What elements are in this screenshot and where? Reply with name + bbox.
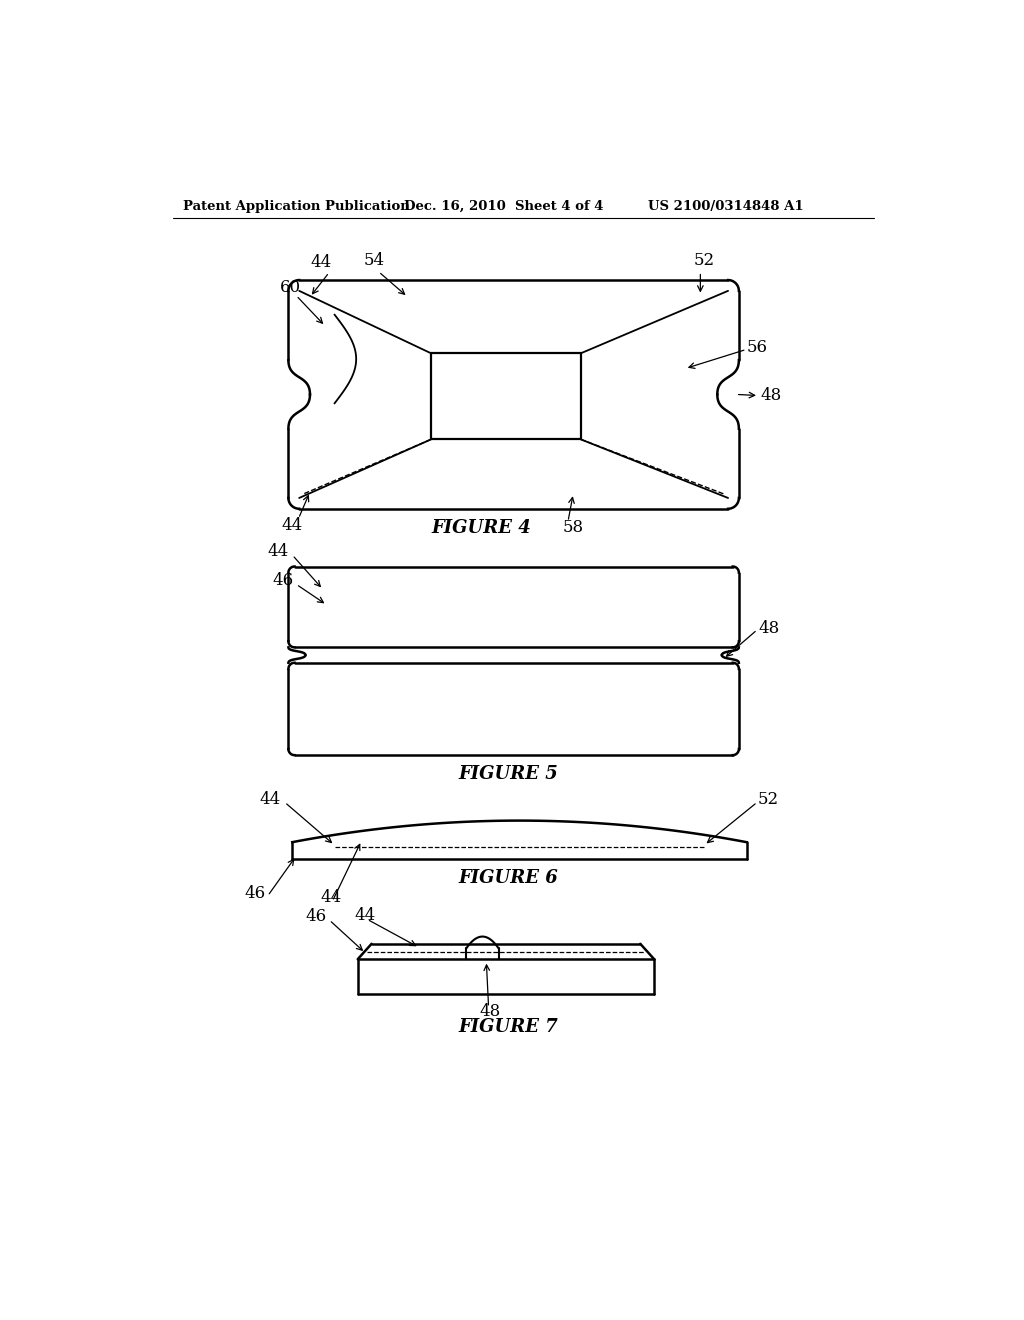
Text: 46: 46	[306, 908, 327, 925]
Bar	[431, 354, 581, 440]
Text: FIGURE 4: FIGURE 4	[431, 519, 530, 537]
Text: 58: 58	[563, 520, 584, 536]
Text: 56: 56	[746, 338, 768, 355]
Text: 44: 44	[321, 890, 341, 906]
Text: 44: 44	[282, 517, 303, 535]
Text: 46: 46	[244, 886, 265, 903]
Text: FIGURE 6: FIGURE 6	[458, 870, 558, 887]
Text: US 2100/0314848 A1: US 2100/0314848 A1	[648, 199, 804, 213]
Text: 48: 48	[479, 1003, 501, 1020]
Text: 52: 52	[758, 791, 779, 808]
Text: FIGURE 7: FIGURE 7	[458, 1018, 558, 1036]
Text: FIGURE 5: FIGURE 5	[458, 766, 558, 783]
Text: 44: 44	[267, 543, 289, 560]
Text: 60: 60	[281, 280, 301, 296]
Text: Dec. 16, 2010  Sheet 4 of 4: Dec. 16, 2010 Sheet 4 of 4	[403, 199, 603, 213]
Text: 44: 44	[259, 791, 281, 808]
Text: 52: 52	[693, 252, 715, 269]
Text: 48: 48	[761, 387, 781, 404]
Text: 46: 46	[272, 572, 294, 589]
Text: 54: 54	[364, 252, 384, 269]
Text: 48: 48	[758, 619, 779, 636]
Text: 44: 44	[354, 907, 376, 924]
Text: Patent Application Publication: Patent Application Publication	[183, 199, 410, 213]
Text: 44: 44	[311, 253, 332, 271]
